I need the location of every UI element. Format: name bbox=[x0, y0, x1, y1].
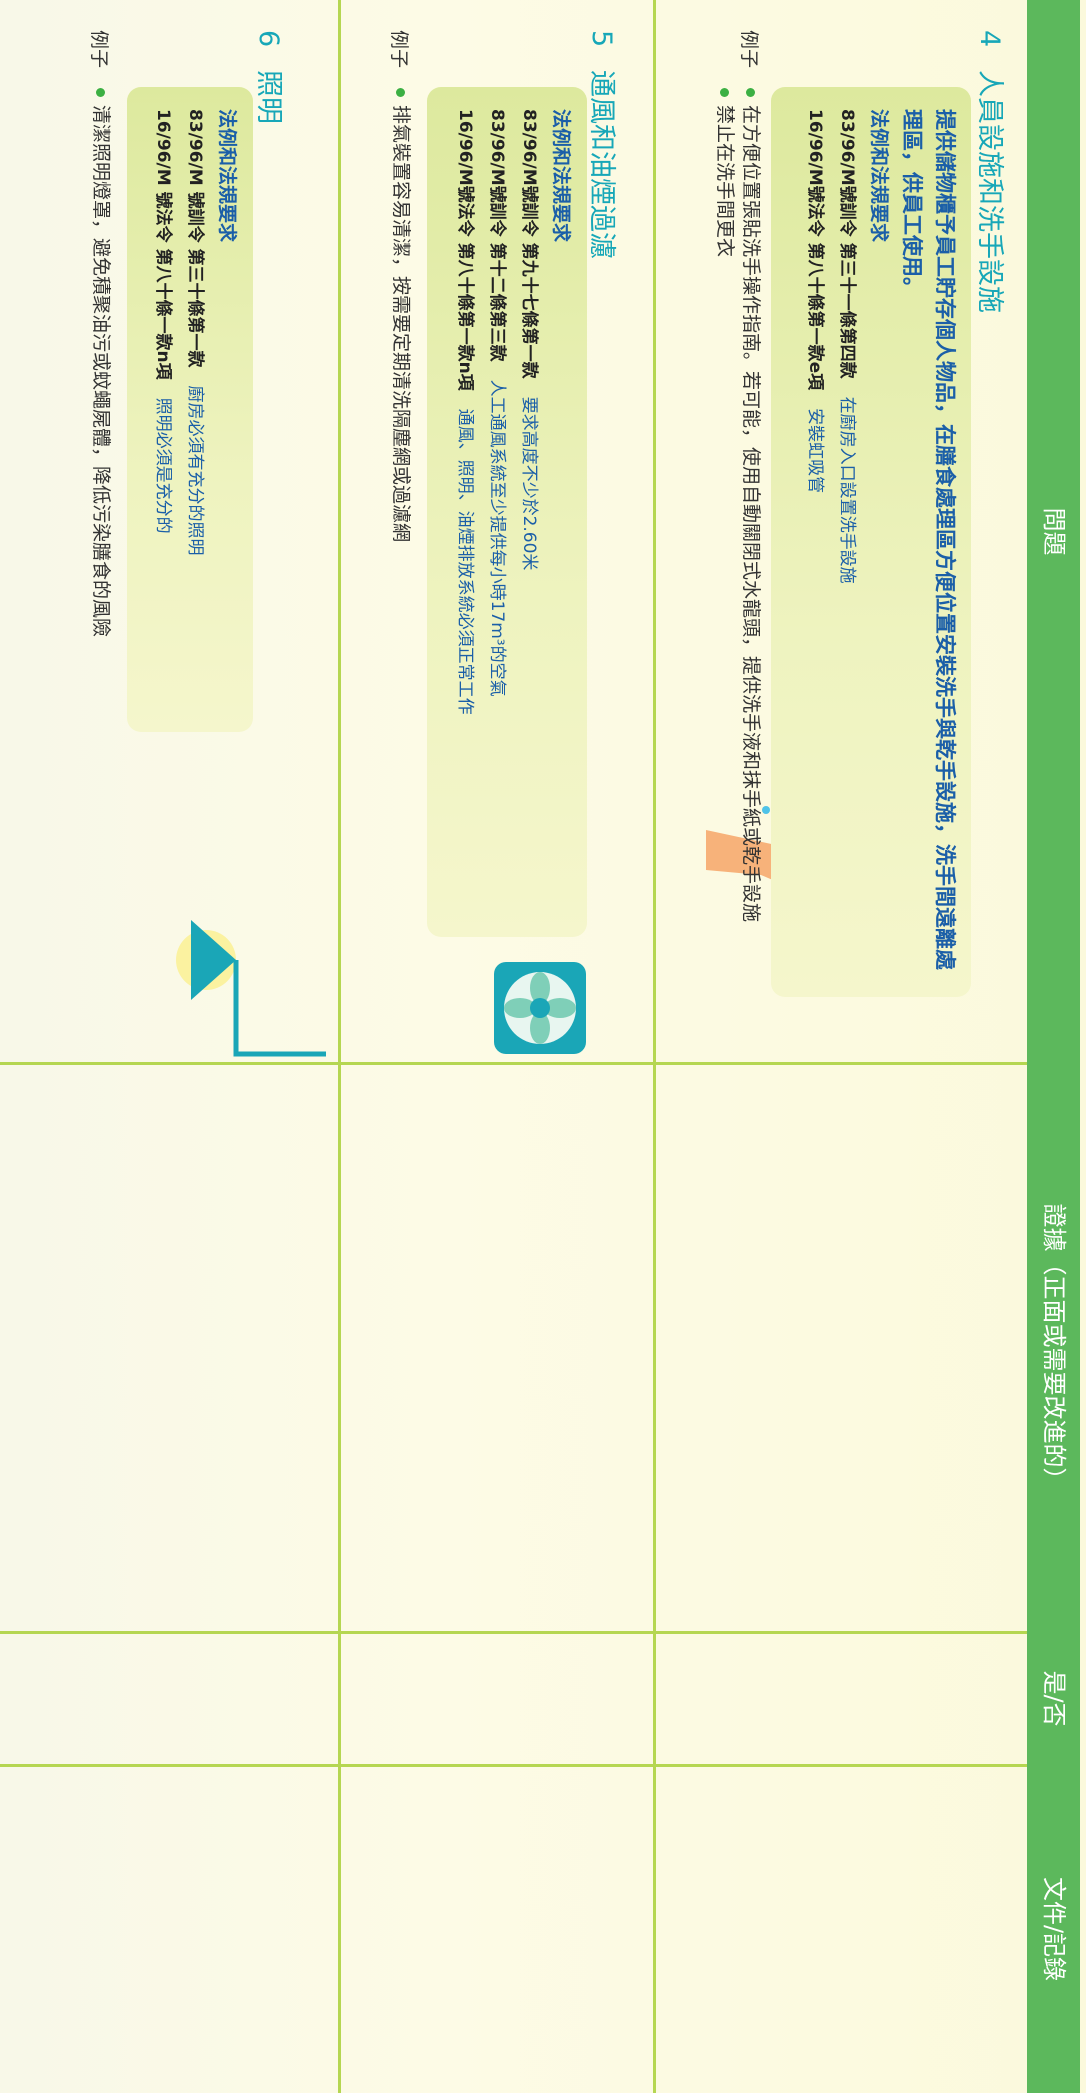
row-divider bbox=[653, 0, 656, 2093]
example-list: 在方便位置張貼洗手操作指南。若可能，使用自動關閉式水龍頭，提供洗手液和抹手紙或乾… bbox=[712, 88, 764, 988]
regulation: 83/96/M號訓令 第十二條第三款人工通風系統至少提供每小時17m³的空氣 bbox=[481, 109, 513, 915]
example-label: 例子 bbox=[88, 30, 110, 69]
example-text: 在方便位置張貼洗手操作指南。若可能，使用自動關閉式水龍頭，提供洗手液和抹手紙或乾… bbox=[740, 105, 762, 923]
regulation: 83/96/M號訓令 第九十七條第一款要求高度不少於2.60米 bbox=[513, 109, 545, 915]
regulation-ref: 83/96/M號訓令 第九十七條第一款 bbox=[519, 109, 539, 379]
example-label: 例子 bbox=[738, 30, 760, 69]
regulation: 16/96/M號法令 第八十條第一款n項通風、照明、油煙排放系統必須正常工作 bbox=[449, 109, 481, 915]
regulation-ref: 16/96/M 號法令 第八十條一款n項 bbox=[153, 109, 173, 380]
regulation: 16/96/M 號法令 第八十條一款n項照明必須是充分的 bbox=[147, 109, 179, 710]
section-title-text: 人員設施和洗手設施 bbox=[974, 70, 1005, 313]
example-item: 在方便位置張貼洗手操作指南。若可能，使用自動關閉式水龍頭，提供洗手液和抹手紙或乾… bbox=[738, 88, 764, 988]
section-number: 5 bbox=[586, 30, 617, 48]
header-label: 問題 bbox=[1040, 507, 1068, 556]
header-label: 文件/記錄 bbox=[1040, 1876, 1068, 1982]
regulation-desc: 人工通風系統至少提供每小時17m³的空氣 bbox=[487, 379, 507, 697]
fan-icon bbox=[494, 962, 586, 1054]
bullet bbox=[396, 88, 405, 97]
regulation: 83/96/M號訓令 第三十一條第四款在廚房入口設置洗手設施 bbox=[831, 109, 863, 975]
regulation-ref: 83/96/M 號訓令 第三十條第一款 bbox=[185, 109, 205, 368]
requirements-box: 提供儲物櫃予員工貯存個人物品，在膳食處理區方便位置安裝洗手與乾手設施，洗手間遠離… bbox=[771, 87, 971, 997]
regulation-desc: 通風、照明、油煙排放系統必須正常工作 bbox=[455, 408, 475, 715]
example-text: 清潔照明燈罩，避免積聚油污或蚊蠅屍體，降低污染膳食的風險 bbox=[90, 105, 112, 638]
requirements-heading: 法例和法規要求 bbox=[550, 109, 572, 243]
regulation-ref: 16/96/M號法令 第八十條第一款e項 bbox=[805, 109, 825, 391]
regulation-desc: 廚房必須有充分的照明 bbox=[185, 385, 205, 556]
column-divider bbox=[0, 1062, 1027, 1065]
section-title: 6 照明 bbox=[252, 30, 291, 124]
requirements-heading: 法例和法規要求 bbox=[216, 109, 238, 243]
regulation: 16/96/M號法令 第八十條第一款e項安裝虹吸管 bbox=[799, 109, 831, 975]
requirements-box: 法例和法規要求 83/96/M號訓令 第九十七條第一款要求高度不少於2.60米 83… bbox=[427, 87, 587, 937]
header-label: 是/否 bbox=[1040, 1670, 1068, 1727]
header-label: 證據（正面或需要改進的） bbox=[1040, 1203, 1068, 1492]
lead-text: 提供儲物櫃予員工貯存個人物品，在膳食處理區方便位置安裝洗手與乾手設施，洗手間遠離… bbox=[900, 109, 957, 970]
regulation-desc: 安裝虹吸管 bbox=[805, 408, 825, 494]
section-title-text: 照明 bbox=[253, 70, 284, 124]
bullet bbox=[96, 88, 105, 97]
section-number: 4 bbox=[974, 30, 1005, 48]
example-item: 排氣裝置容易清潔，按需要定期清洗隔塵網或過濾網 bbox=[388, 88, 414, 988]
section-number: 6 bbox=[253, 30, 284, 48]
regulation: 83/96/M 號訓令 第三十條第一款廚房必須有充分的照明 bbox=[179, 109, 211, 710]
requirements-box: 法例和法規要求 83/96/M 號訓令 第三十條第一款廚房必須有充分的照明 16/9… bbox=[127, 87, 253, 732]
example-list: 排氣裝置容易清潔，按需要定期清洗隔塵網或過濾網 bbox=[388, 88, 414, 988]
example-list: 清潔照明燈罩，避免積聚油污或蚊蠅屍體，降低污染膳食的風險 bbox=[88, 88, 114, 988]
bullet bbox=[720, 88, 729, 97]
regulation-desc: 在廚房入口設置洗手設施 bbox=[837, 396, 857, 584]
bullet bbox=[746, 88, 755, 97]
regulation-ref: 83/96/M號訓令 第十二條第三款 bbox=[487, 109, 507, 362]
column-divider bbox=[0, 1631, 1027, 1634]
example-text: 禁止在洗手間更衣 bbox=[714, 105, 736, 258]
section-title: 5 通風和油煙過濾 bbox=[585, 30, 624, 259]
regulation-ref: 16/96/M號法令 第八十條第一款n項 bbox=[455, 109, 475, 391]
example-item: 清潔照明燈罩，避免積聚油污或蚊蠅屍體，降低污染膳食的風險 bbox=[88, 88, 114, 988]
example-item: 禁止在洗手間更衣 bbox=[712, 88, 738, 988]
example-label: 例子 bbox=[388, 30, 410, 69]
example-text: 排氣裝置容易清潔，按需要定期清洗隔塵網或過濾網 bbox=[390, 105, 412, 543]
regulation-desc: 要求高度不少於2.60米 bbox=[519, 396, 539, 571]
regulation-desc: 照明必須是充分的 bbox=[153, 397, 173, 534]
section-title: 4 人員設施和洗手設施 bbox=[973, 30, 1012, 313]
requirements-heading: 法例和法規要求 bbox=[868, 109, 890, 243]
section-title-text: 通風和油煙過濾 bbox=[586, 70, 617, 259]
lamp-icon bbox=[176, 920, 326, 1057]
regulation-ref: 83/96/M號訓令 第三十一條第四款 bbox=[837, 109, 857, 379]
row-divider bbox=[338, 0, 341, 2093]
column-divider bbox=[0, 1764, 1027, 1767]
